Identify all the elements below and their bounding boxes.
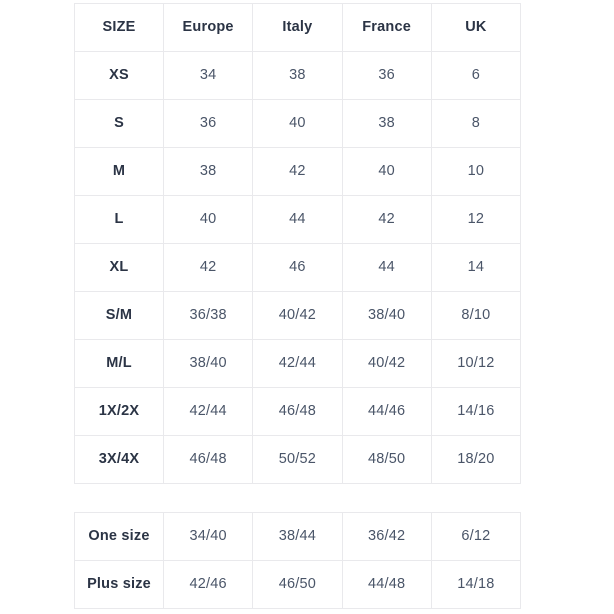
cell-europe: 38/40 <box>162 339 254 388</box>
cell-italy: 38 <box>252 51 343 100</box>
cell-italy: 42 <box>252 147 343 196</box>
cell-size: S/M <box>74 291 164 340</box>
table-row: One size 34/40 38/44 36/42 6/12 <box>74 512 522 561</box>
table-row: Plus size 42/46 46/50 44/48 14/18 <box>74 560 522 609</box>
cell-europe: 36 <box>162 99 254 148</box>
table-row: M 38 42 40 10 <box>74 147 522 196</box>
cell-france: 44/46 <box>341 387 432 436</box>
cell-france: 38/40 <box>341 291 432 340</box>
cell-italy: 40 <box>252 99 343 148</box>
column-header-europe: Europe <box>162 3 254 52</box>
cell-uk: 14/16 <box>430 387 522 436</box>
cell-italy: 46/50 <box>252 560 343 609</box>
one-size-conversion-table: One size 34/40 38/44 36/42 6/12 Plus siz… <box>74 512 522 609</box>
column-header-size: SIZE <box>74 3 164 52</box>
table-row: 3X/4X 46/48 50/52 48/50 18/20 <box>74 435 522 484</box>
cell-france: 44/48 <box>341 560 432 609</box>
cell-italy: 42/44 <box>252 339 343 388</box>
cell-europe: 40 <box>162 195 254 244</box>
table-row: L 40 44 42 12 <box>74 195 522 244</box>
cell-uk: 6/12 <box>430 512 522 561</box>
cell-europe: 36/38 <box>162 291 254 340</box>
cell-uk: 18/20 <box>430 435 522 484</box>
cell-uk: 10 <box>430 147 522 196</box>
cell-france: 42 <box>341 195 432 244</box>
cell-uk: 6 <box>430 51 522 100</box>
cell-size: XL <box>74 243 164 292</box>
cell-italy: 46/48 <box>252 387 343 436</box>
cell-size: 1X/2X <box>74 387 164 436</box>
cell-france: 38 <box>341 99 432 148</box>
cell-uk: 8/10 <box>430 291 522 340</box>
cell-italy: 50/52 <box>252 435 343 484</box>
table-row: S 36 40 38 8 <box>74 99 522 148</box>
column-header-italy: Italy <box>252 3 343 52</box>
cell-size: One size <box>74 512 164 561</box>
column-header-france: France <box>341 3 432 52</box>
table-header-row: SIZE Europe Italy France UK <box>74 3 522 52</box>
table-row: 1X/2X 42/44 46/48 44/46 14/16 <box>74 387 522 436</box>
cell-italy: 44 <box>252 195 343 244</box>
column-header-uk: UK <box>430 3 522 52</box>
international-size-conversion-table: SIZE Europe Italy France UK XS 34 38 36 … <box>74 3 522 484</box>
cell-france: 48/50 <box>341 435 432 484</box>
table-header: SIZE Europe Italy France UK <box>74 3 522 52</box>
table-body: One size 34/40 38/44 36/42 6/12 Plus siz… <box>74 512 522 609</box>
cell-size: M <box>74 147 164 196</box>
cell-size: XS <box>74 51 164 100</box>
cell-europe: 38 <box>162 147 254 196</box>
cell-size: L <box>74 195 164 244</box>
cell-europe: 42/44 <box>162 387 254 436</box>
cell-uk: 8 <box>430 99 522 148</box>
cell-europe: 42/46 <box>162 560 254 609</box>
cell-uk: 12 <box>430 195 522 244</box>
cell-size: S <box>74 99 164 148</box>
cell-uk: 10/12 <box>430 339 522 388</box>
table-row: S/M 36/38 40/42 38/40 8/10 <box>74 291 522 340</box>
cell-france: 40/42 <box>341 339 432 388</box>
cell-size: Plus size <box>74 560 164 609</box>
cell-size: M/L <box>74 339 164 388</box>
table-body: XS 34 38 36 6 S 36 40 38 8 M 38 42 40 10 <box>74 51 522 484</box>
cell-size: 3X/4X <box>74 435 164 484</box>
table-row: XL 42 46 44 14 <box>74 243 522 292</box>
cell-italy: 40/42 <box>252 291 343 340</box>
cell-europe: 46/48 <box>162 435 254 484</box>
cell-france: 44 <box>341 243 432 292</box>
cell-italy: 46 <box>252 243 343 292</box>
cell-france: 36/42 <box>341 512 432 561</box>
cell-europe: 34/40 <box>162 512 254 561</box>
table-row: M/L 38/40 42/44 40/42 10/12 <box>74 339 522 388</box>
cell-europe: 34 <box>162 51 254 100</box>
cell-france: 36 <box>341 51 432 100</box>
cell-uk: 14/18 <box>430 560 522 609</box>
cell-france: 40 <box>341 147 432 196</box>
cell-europe: 42 <box>162 243 254 292</box>
cell-uk: 14 <box>430 243 522 292</box>
table-row: XS 34 38 36 6 <box>74 51 522 100</box>
cell-italy: 38/44 <box>252 512 343 561</box>
